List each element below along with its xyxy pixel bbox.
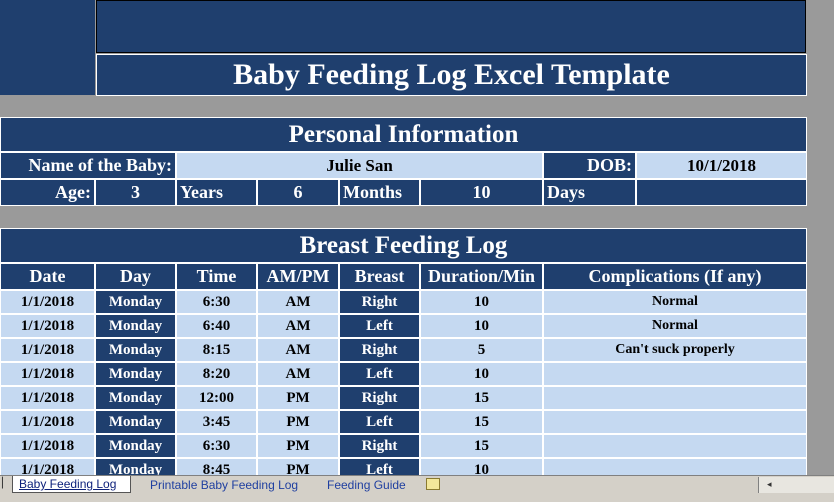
date-cell[interactable]: 1/1/2018	[0, 314, 95, 338]
breast-cell[interactable]: Right	[339, 434, 420, 458]
date-cell[interactable]: 1/1/2018	[0, 362, 95, 386]
page-title: Baby Feeding Log Excel Template	[96, 54, 807, 96]
day-cell[interactable]: Monday	[95, 314, 176, 338]
ampm-cell[interactable]: AM	[257, 290, 339, 314]
time-cell[interactable]: 6:30	[176, 434, 257, 458]
breast-cell[interactable]: Right	[339, 290, 420, 314]
banner-area	[96, 0, 806, 53]
duration-cell[interactable]: 15	[420, 434, 543, 458]
tab-baby-feeding-log[interactable]: Baby Feeding Log	[12, 476, 131, 493]
col-date-header: Date	[0, 263, 95, 290]
complications-cell[interactable]: Can't suck properly	[543, 338, 807, 362]
dob-value[interactable]: 10/1/2018	[636, 152, 807, 179]
date-cell[interactable]: 1/1/2018	[0, 290, 95, 314]
time-cell[interactable]: 8:20	[176, 362, 257, 386]
name-value[interactable]: Julie San	[176, 152, 543, 179]
date-cell[interactable]: 1/1/2018	[0, 338, 95, 362]
col-ampm-header: AM/PM	[257, 263, 339, 290]
col-breast-header: Breast	[339, 263, 420, 290]
col-day-header: Day	[95, 263, 176, 290]
day-cell[interactable]: Monday	[95, 386, 176, 410]
time-cell[interactable]: 6:30	[176, 290, 257, 314]
grid-edge	[807, 0, 834, 475]
day-cell[interactable]: Monday	[95, 362, 176, 386]
feeding-log-heading: Breast Feeding Log	[0, 228, 807, 263]
col-time-header: Time	[176, 263, 257, 290]
date-cell[interactable]: 1/1/2018	[0, 434, 95, 458]
tab-scroll-left-icon[interactable]: ▏	[2, 478, 10, 489]
duration-cell[interactable]: 10	[420, 290, 543, 314]
ampm-cell[interactable]: AM	[257, 362, 339, 386]
age-label: Age:	[0, 179, 95, 206]
duration-cell[interactable]: 10	[420, 362, 543, 386]
time-cell[interactable]: 12:00	[176, 386, 257, 410]
duration-cell[interactable]: 15	[420, 410, 543, 434]
breast-cell[interactable]: Right	[339, 386, 420, 410]
complications-cell[interactable]: Normal	[543, 314, 807, 338]
date-cell[interactable]: 1/1/2018	[0, 386, 95, 410]
days-extra-cell[interactable]	[636, 179, 807, 206]
complications-cell[interactable]	[543, 410, 807, 434]
breast-cell[interactable]: Right	[339, 338, 420, 362]
day-cell[interactable]: Monday	[95, 338, 176, 362]
sheet-tab-bar: ▏ Baby Feeding Log Printable Baby Feedin…	[0, 475, 834, 502]
time-cell[interactable]: 8:15	[176, 338, 257, 362]
age-years-value[interactable]: 3	[95, 179, 176, 206]
col-complications-header: Complications (If any)	[543, 263, 807, 290]
complications-cell[interactable]	[543, 434, 807, 458]
time-cell[interactable]: 3:45	[176, 410, 257, 434]
scroll-left-arrow-icon[interactable]: ◂	[767, 480, 772, 490]
col-duration-header: Duration/Min	[420, 263, 543, 290]
personal-info-heading: Personal Information	[0, 117, 807, 152]
day-cell[interactable]: Monday	[95, 434, 176, 458]
age-days-value[interactable]: 10	[420, 179, 543, 206]
breast-cell[interactable]: Left	[339, 314, 420, 338]
duration-cell[interactable]: 5	[420, 338, 543, 362]
name-label: Name of the Baby:	[0, 152, 176, 179]
tab-printable-baby-feeding-log[interactable]: Printable Baby Feeding Log	[150, 477, 299, 492]
complications-cell[interactable]: Normal	[543, 290, 807, 314]
ampm-cell[interactable]: PM	[257, 386, 339, 410]
ampm-cell[interactable]: AM	[257, 314, 339, 338]
dob-label: DOB:	[543, 152, 636, 179]
age-months-value[interactable]: 6	[257, 179, 339, 206]
complications-cell[interactable]	[543, 362, 807, 386]
duration-cell[interactable]: 15	[420, 386, 543, 410]
ampm-cell[interactable]: PM	[257, 410, 339, 434]
horizontal-scrollbar[interactable]: ◂	[758, 477, 834, 493]
tab-feeding-guide[interactable]: Feeding Guide	[327, 477, 406, 492]
date-cell[interactable]: 1/1/2018	[0, 410, 95, 434]
complications-cell[interactable]	[543, 386, 807, 410]
logo-area	[0, 0, 95, 95]
ampm-cell[interactable]: PM	[257, 434, 339, 458]
years-label: Years	[176, 179, 257, 206]
day-cell[interactable]: Monday	[95, 410, 176, 434]
ampm-cell[interactable]: AM	[257, 338, 339, 362]
breast-cell[interactable]: Left	[339, 362, 420, 386]
day-cell[interactable]: Monday	[95, 290, 176, 314]
duration-cell[interactable]: 10	[420, 314, 543, 338]
breast-cell[interactable]: Left	[339, 410, 420, 434]
time-cell[interactable]: 6:40	[176, 314, 257, 338]
insert-sheet-icon[interactable]	[426, 478, 440, 490]
months-label: Months	[339, 179, 420, 206]
days-label: Days	[543, 179, 636, 206]
